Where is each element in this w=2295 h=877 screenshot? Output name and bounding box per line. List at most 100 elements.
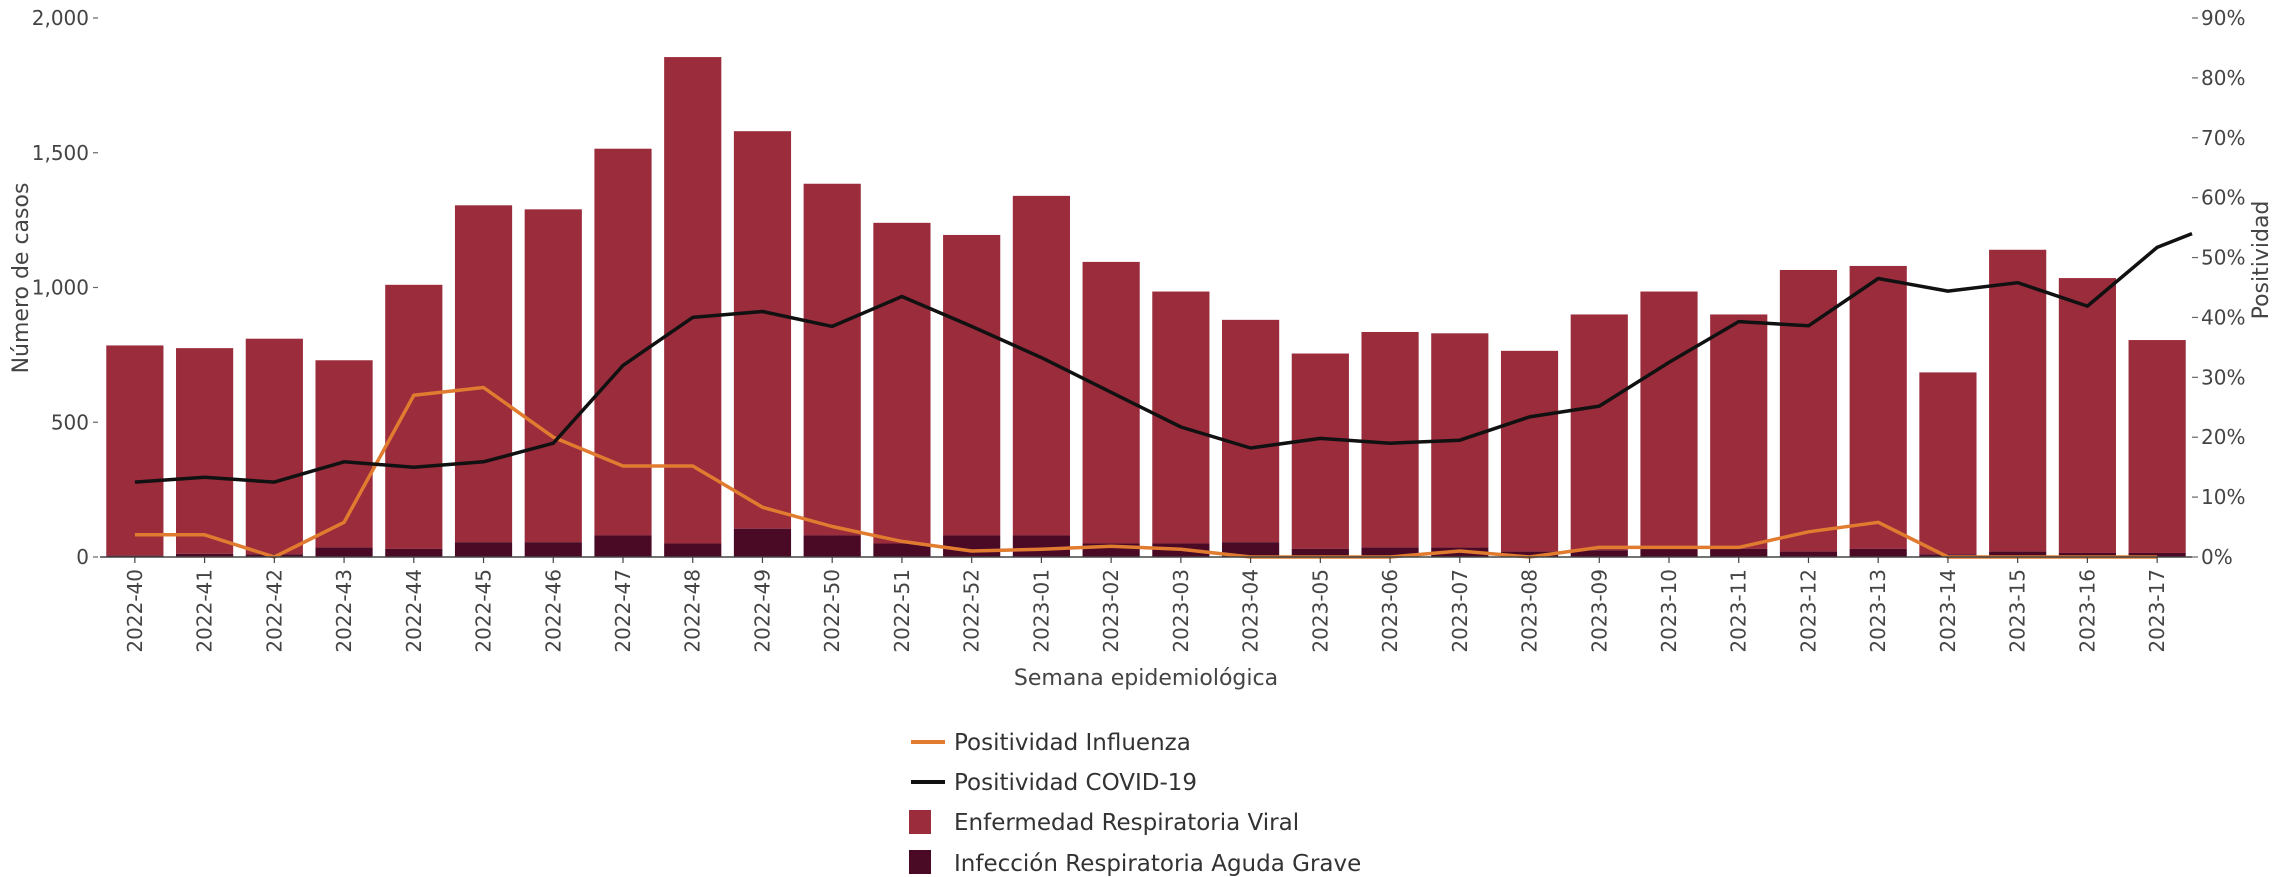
legend-irag-label: Infección Respiratoria Aguda Grave <box>954 851 1361 877</box>
legend-influenza-label: Positividad Influenza <box>954 730 1191 756</box>
legend-erv-swatch <box>909 810 931 834</box>
x-tick-label: 2022-41 <box>193 569 217 653</box>
x-tick-label: 2023-11 <box>1727 569 1751 653</box>
bar-irag-2023-04 <box>1222 542 1280 557</box>
x-tick-label: 2023-10 <box>1657 569 1681 653</box>
bar-erv-2023-10 <box>1640 291 1698 549</box>
bar-irag-2023-09 <box>1570 550 1628 557</box>
bar-irag-2023-11 <box>1710 548 1768 557</box>
y2-tick-label: 50% <box>2201 246 2245 270</box>
legend: Positividad Influenza Positividad COVID-… <box>909 730 1361 877</box>
x-tick-label: 2023-01 <box>1029 569 1053 653</box>
bar-erv-2023-12 <box>1779 269 1838 552</box>
x-axis-title: Semana epidemiológica <box>1014 666 1278 691</box>
legend-erv-label: Enfermedad Respiratoria Viral <box>954 810 1299 836</box>
bar-irag-2023-08 <box>1500 551 1559 557</box>
x-tick-label: 2023-12 <box>1796 569 1820 653</box>
bar-erv-2022-43 <box>315 360 373 548</box>
y2-tick-label: 20% <box>2201 425 2245 449</box>
y2-tick-label: 90% <box>2201 6 2245 30</box>
bar-irag-2022-48 <box>664 543 722 557</box>
bar-erv-2022-52 <box>943 234 1001 536</box>
y2-tick-label: 40% <box>2201 305 2245 329</box>
x-tick-label: 2022-52 <box>960 569 984 653</box>
bar-erv-2022-51 <box>873 222 931 544</box>
x-tick-label: 2022-44 <box>402 569 426 653</box>
bar-erv-2022-46 <box>524 209 582 543</box>
bar-erv-2022-40 <box>106 345 164 556</box>
x-tick-label: 2022-40 <box>123 569 147 653</box>
bar-irag-2023-05 <box>1291 548 1349 557</box>
bar-irag-2022-47 <box>594 535 652 557</box>
bar-irag-2023-10 <box>1640 548 1698 557</box>
axis-layer: 0 500 1,000 1,500 2,000 0% 10% 20% 30% 40% 50% 60% 7… <box>32 6 2246 653</box>
bar-irag-2022-44 <box>385 548 443 557</box>
bar-irag-2022-46 <box>524 542 582 557</box>
bar-irag-2023-15 <box>1989 551 2047 557</box>
bar-erv-2022-41 <box>176 348 234 554</box>
bar-erv-2023-15 <box>1989 249 2047 552</box>
bar-erv-2023-08 <box>1500 350 1559 552</box>
bar-erv-2023-14 <box>1919 372 1977 555</box>
bar-irag-2023-01 <box>1012 535 1070 557</box>
bar-layer <box>106 57 2186 557</box>
x-tick-label: 2023-08 <box>1518 569 1542 653</box>
x-tick-label: 2023-17 <box>2145 569 2169 653</box>
bar-irag-2022-50 <box>803 535 861 557</box>
bar-erv-2022-49 <box>733 131 792 529</box>
bar-erv-2022-47 <box>594 148 652 536</box>
bar-erv-2022-45 <box>454 205 513 543</box>
x-tick-label: 2023-09 <box>1587 569 1611 653</box>
line-influenza <box>134 385 2158 559</box>
bar-erv-2023-05 <box>1291 353 1349 549</box>
y-tick-label: 0 <box>76 545 89 569</box>
x-tick-label: 2023-02 <box>1099 569 1123 653</box>
bar-irag-2022-41 <box>176 553 234 557</box>
x-tick-label: 2022-51 <box>890 569 914 653</box>
y-tick-label: 1,500 <box>32 141 89 165</box>
x-tick-label: 2023-15 <box>2006 569 2030 653</box>
x-tick-label: 2023-16 <box>2075 569 2099 653</box>
y2-tick-label: 10% <box>2201 485 2245 509</box>
bar-erv-2023-04 <box>1222 319 1280 543</box>
y2-tick-label: 30% <box>2201 365 2245 389</box>
x-tick-label: 2022-45 <box>472 569 496 653</box>
bar-irag-2022-45 <box>454 542 513 557</box>
bar-irag-2023-12 <box>1779 551 1838 557</box>
legend-covid-label: Positividad COVID-19 <box>954 770 1197 796</box>
bar-irag-2022-49 <box>733 528 792 557</box>
x-tick-label: 2023-06 <box>1378 569 1402 653</box>
y2-axis-title: Positividad <box>2249 201 2274 320</box>
y-tick-label: 2,000 <box>32 6 89 30</box>
x-tick-label: 2022-46 <box>541 569 565 653</box>
bar-erv-2023-11 <box>1710 314 1768 549</box>
bar-erv-2022-42 <box>245 338 303 555</box>
line-layer <box>134 231 2193 559</box>
y-tick-label: 500 <box>51 410 89 434</box>
y2-tick-label: 80% <box>2201 66 2245 90</box>
bar-erv-2022-48 <box>664 57 722 544</box>
bar-erv-2023-16 <box>2058 278 2116 553</box>
y2-tick-label: 70% <box>2201 126 2245 150</box>
bar-erv-2022-44 <box>385 284 443 549</box>
bar-erv-2023-09 <box>1570 314 1628 551</box>
bar-erv-2022-50 <box>803 183 861 536</box>
x-tick-label: 2022-43 <box>332 569 356 653</box>
bar-irag-2023-13 <box>1849 548 1907 557</box>
line-covid <box>134 231 2193 484</box>
bar-erv-2023-17 <box>2128 340 2186 553</box>
bar-irag-2023-17 <box>2128 552 2186 557</box>
y2-tick-label: 60% <box>2201 186 2245 210</box>
x-tick-label: 2023-07 <box>1448 569 1472 653</box>
x-tick-label: 2022-50 <box>820 569 844 653</box>
x-tick-label: 2023-13 <box>1866 569 1890 653</box>
y2-tick-label: 0% <box>2201 545 2233 569</box>
bar-erv-2023-06 <box>1361 331 1419 548</box>
x-tick-label: 2022-47 <box>611 569 635 653</box>
bar-irag-2022-52 <box>943 535 1001 557</box>
x-tick-label: 2023-14 <box>1936 569 1960 653</box>
x-tick-label: 2023-04 <box>1239 569 1263 653</box>
y-axis-title: Número de casos <box>9 183 34 374</box>
x-tick-label: 2022-42 <box>262 569 286 653</box>
